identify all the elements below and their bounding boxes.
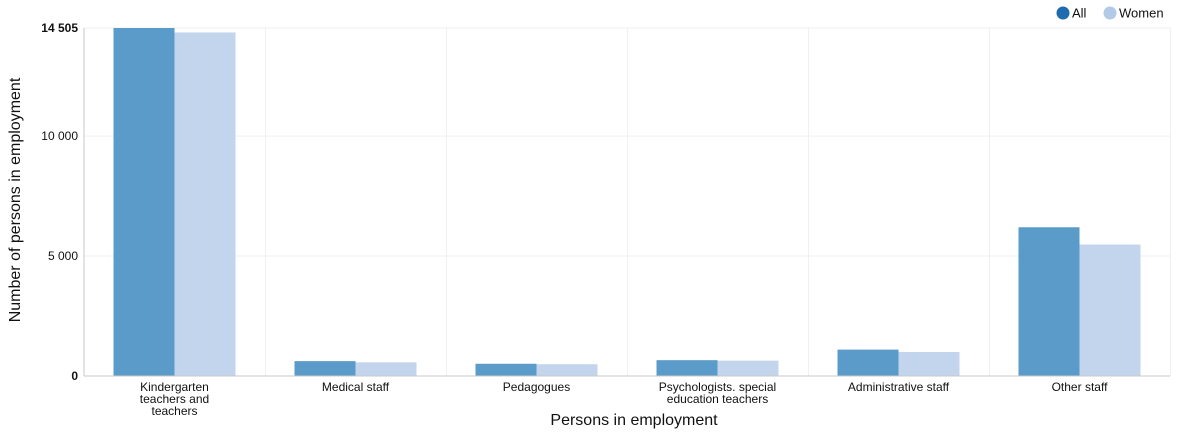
x-tick-labels: Kindergarten teachers and teachers Medical … [140, 380, 1108, 418]
y-tick-label: 5 000 [48, 249, 78, 263]
x-tick-label: Pedagogues [503, 380, 570, 394]
bar-all-2[interactable] [475, 363, 537, 376]
y-axis-title: Number of persons in employment [7, 77, 24, 322]
x-tick-label-line: Other staff [1052, 380, 1108, 394]
bar-all-5[interactable] [1018, 227, 1080, 376]
x-tick-label-line: teachers [151, 404, 197, 418]
bar-all-1[interactable] [294, 361, 356, 376]
x-tick-label: Psychologists. special education teachers [659, 380, 776, 406]
x-tick-label: Administrative staff [848, 380, 950, 394]
x-tick-label-line: Kindergarten [140, 380, 209, 394]
bar-women-2[interactable] [536, 364, 598, 376]
x-tick-label-line: Administrative staff [848, 380, 950, 394]
bar-women-4[interactable] [898, 352, 960, 376]
legend: All Women [1056, 6, 1164, 21]
y-tick-labels: 0 5 000 10 000 14 505 [41, 21, 78, 383]
bar-all-0[interactable] [113, 28, 175, 376]
bar-women-1[interactable] [355, 362, 417, 376]
x-tick-label: Medical staff [322, 380, 390, 394]
y-tick-label: 10 000 [41, 129, 78, 143]
x-tick-label-line: Pedagogues [503, 380, 570, 394]
bars [113, 28, 1141, 376]
axes [83, 28, 1170, 377]
x-tick-label-line: Psychologists. special [659, 380, 776, 394]
x-tick-label: Kindergarten teachers and teachers [140, 380, 209, 418]
x-tick-label: Other staff [1052, 380, 1108, 394]
x-axis-title: Persons in employment [550, 412, 718, 429]
x-tick-label-line: education teachers [667, 392, 768, 406]
bar-women-5[interactable] [1079, 244, 1141, 376]
y-tick-label: 0 [71, 369, 78, 383]
y-tick-label: 14 505 [41, 21, 78, 35]
legend-label-all[interactable]: All [1072, 6, 1087, 21]
x-tick-label-line: Medical staff [322, 380, 390, 394]
bar-women-3[interactable] [717, 360, 779, 376]
legend-label-women[interactable]: Women [1119, 6, 1164, 21]
legend-marker-women[interactable] [1103, 6, 1117, 20]
bar-women-0[interactable] [174, 32, 236, 376]
x-tick-label-line: teachers and [140, 392, 209, 406]
legend-marker-all[interactable] [1056, 6, 1070, 20]
bar-all-4[interactable] [837, 349, 899, 376]
bar-all-3[interactable] [656, 360, 718, 376]
grid-lines [84, 27, 1171, 376]
